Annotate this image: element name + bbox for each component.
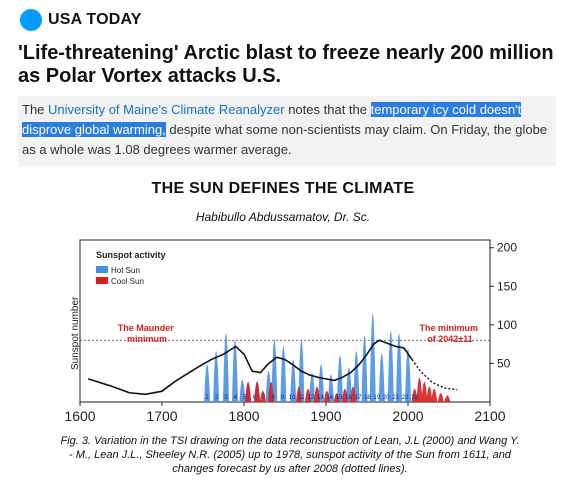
cycle-number-label: 19 (373, 395, 380, 401)
cool-sun-bar (304, 388, 311, 402)
hot-sun-bar (405, 348, 411, 402)
cycle-number-label: 4 (234, 395, 238, 401)
cool-sun-bar (245, 382, 252, 402)
cycle-number-layer: 1 2 3 4 5 6 7 8 9 10 11 12 13 14 15 16 17 18 19 20 21 22 23 (205, 395, 418, 401)
cycle-number-label: 23 (411, 395, 418, 401)
cycle-number-label: 6 (253, 395, 257, 401)
y-tick-label: 50 (497, 356, 511, 370)
cycle-number-label: 13 (317, 395, 324, 401)
hot-sun-bar (369, 313, 376, 402)
cool-sun-bar (350, 386, 357, 402)
hot-sun-bar (204, 364, 211, 402)
figure-caption: Fig. 3. Variation in the TSI drawing on … (60, 435, 520, 475)
hot-sun-bar (239, 379, 246, 402)
cool-sun-bar (323, 390, 330, 402)
hot-sun-bar (309, 373, 316, 402)
hot-sun-bar (222, 333, 229, 402)
hot-sun-bar (327, 374, 334, 402)
cycle-number-label: 14 (326, 395, 333, 401)
snippet-suffix: despite what some non-scientists may cla… (22, 122, 548, 157)
legend-label-hot-sun: Hot Sun (111, 266, 140, 275)
cycle-number-label: 18 (364, 395, 371, 401)
hot-sun-bar (353, 350, 360, 402)
y-tick-label: 100 (497, 318, 517, 332)
cool-sun-bar (444, 395, 451, 402)
cycle-number-label: 12 (307, 395, 314, 401)
hot-sun-bar (213, 350, 220, 402)
cycle-number-label: 20 (383, 395, 390, 401)
y-tick-layer: 50 100 150 200 (490, 241, 517, 370)
cycle-number-label: 7 (262, 395, 266, 401)
legend-label-cool-sun: Cool Sun (111, 277, 144, 286)
y-axis-label: Sunspot number (70, 296, 81, 370)
hot-sun-bar (345, 367, 352, 402)
climate-reanalyzer-link[interactable]: University of Maine's Climate Reanalyzer (48, 102, 285, 117)
cool-sun-bar (421, 382, 428, 402)
x-tick-label: 2100 (474, 408, 505, 424)
cycle-number-label: 22 (402, 395, 409, 401)
cycle-number-label: 16 (345, 395, 352, 401)
bars-layer (204, 313, 451, 402)
y-tick-label: 200 (497, 241, 517, 255)
cycle-number-label: 9 (281, 395, 285, 401)
brand-dot-icon (20, 9, 42, 31)
cycle-number-label: 2 (215, 395, 219, 401)
x-tick-label: 2000 (392, 408, 423, 424)
hot-sun-bar (387, 331, 394, 402)
cycle-number-label: 21 (392, 395, 399, 401)
hot-sun-bar (280, 346, 287, 402)
cool-sun-bar (426, 386, 433, 402)
sunspot-chart: 1 2 3 4 5 6 7 8 9 10 11 12 13 14 15 16 17 18 19 20 21 22 23 50… (64, 239, 517, 424)
brand-logo[interactable]: USA TODAY (20, 9, 142, 31)
x-tick-label: 1600 (64, 408, 95, 424)
cool-sun-bar (411, 388, 418, 402)
hot-sun-bar (361, 335, 368, 402)
article-headline[interactable]: 'Life-threatening' Arctic blast to freez… (18, 42, 554, 87)
x-tick-label: 1700 (146, 408, 177, 424)
brand-name: USA TODAY (48, 11, 142, 28)
hot-sun-bar (271, 339, 278, 402)
cool-sun-bar (259, 390, 266, 402)
cool-sun-bar (295, 386, 302, 402)
cool-sun-bar (416, 377, 423, 402)
cool-sun-bar (313, 386, 320, 402)
snippet-middle: notes that the (284, 102, 371, 117)
x-tick-layer: 1600 1700 1800 1900 2000 2100 (64, 402, 506, 424)
legend-swatch-hot-sun (96, 266, 108, 273)
y-tick-label: 150 (497, 279, 517, 293)
figure-title: THE SUN DEFINES THE CLIMATE (151, 180, 415, 197)
tsi-forecast-line (411, 359, 458, 391)
cool-sun-bar (268, 382, 275, 402)
maunder-minimum-annotation: The Maunder minimum (118, 323, 177, 344)
figure-author: Habibullo Abdussamatov, Dr. Sc. (195, 210, 371, 224)
x-tick-label: 1800 (228, 408, 259, 424)
cycle-number-label: 11 (298, 395, 305, 401)
cycle-number-label: 1 (205, 395, 209, 401)
snippet-prefix: The (22, 102, 49, 117)
hot-sun-bar (290, 359, 297, 402)
tsi-trend-line (87, 339, 413, 396)
legend-title: Sunspot activity (96, 250, 166, 260)
x-tick-label: 1900 (310, 408, 341, 424)
legend-swatch-cool-sun (96, 277, 108, 284)
hot-sun-bar (318, 364, 325, 402)
cool-sun-bar (333, 393, 340, 402)
hot-sun-bar (378, 353, 385, 402)
cool-sun-bar (437, 393, 444, 402)
cycle-number-label: 17 (355, 395, 362, 401)
hot-sun-bar (395, 333, 402, 402)
article-snippet: The University of Maine's Climate Reanal… (22, 100, 552, 160)
cycle-number-label: 8 (271, 395, 275, 401)
cycle-number-label: 3 (224, 395, 228, 401)
cool-sun-bar (254, 382, 261, 402)
cycle-number-label: 15 (336, 395, 343, 401)
cool-sun-bar (341, 388, 348, 402)
hot-sun-bar (231, 339, 238, 402)
cycle-number-label: 5 (243, 395, 247, 401)
cool-sun-bar (431, 388, 438, 402)
cycle-number-label: 10 (289, 395, 296, 401)
minimum-2042-annotation: The minimum of 2042±11 (419, 323, 480, 344)
